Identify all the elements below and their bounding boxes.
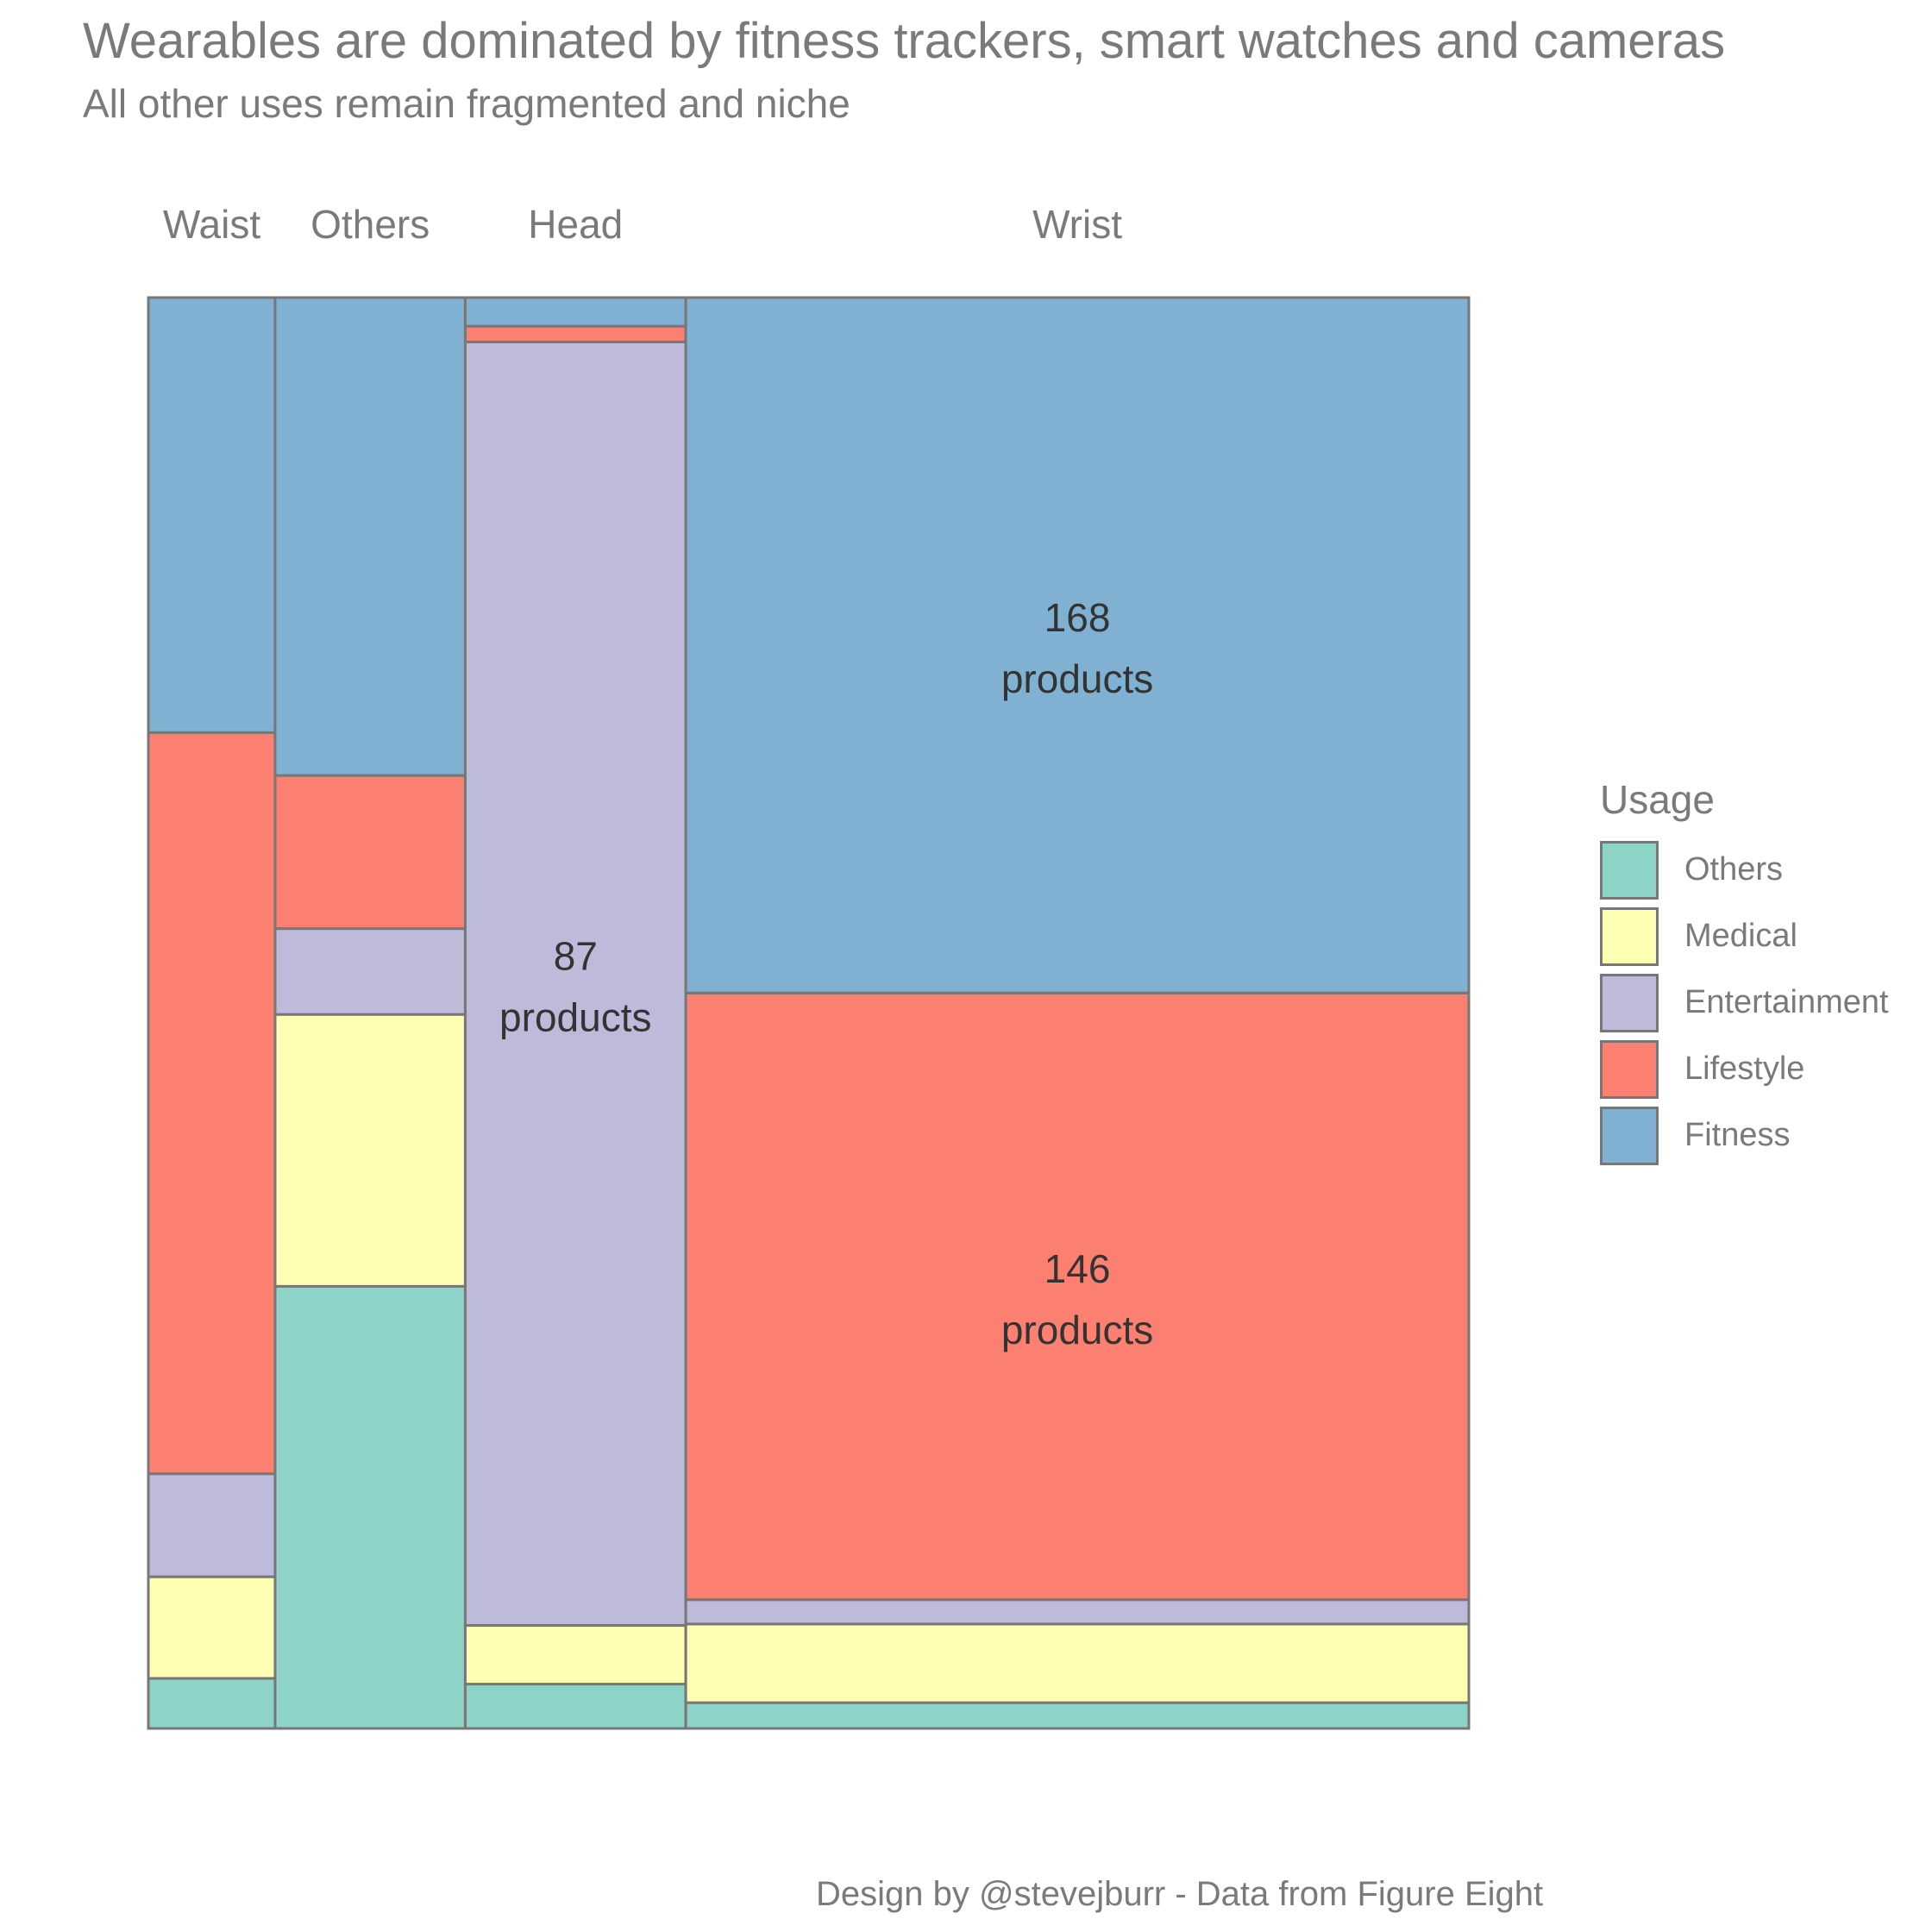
label-wrist-lifestyle-value: 146 [1044, 1246, 1111, 1291]
tile-wrist-others [684, 1701, 1471, 1730]
legend-label-medical: Medical [1684, 918, 1797, 954]
tile-head-lifestyle [463, 324, 687, 343]
legend-key-entertainment [1600, 973, 1659, 1032]
tile-wrist-lifestyle [684, 991, 1471, 1602]
chart-title: Wearables are dominated by fitness track… [83, 13, 1726, 69]
legend-key-fitness [1600, 1106, 1659, 1165]
tile-wrist-medical [684, 1622, 1471, 1704]
legend-label-others: Others [1684, 851, 1784, 888]
legend: Usage Others Medical Entertainment Lifes… [1600, 776, 1889, 1169]
legend-label-lifestyle: Lifestyle [1684, 1051, 1805, 1087]
tile-waist-medical [147, 1575, 277, 1680]
tile-head-medical [463, 1624, 687, 1686]
legend-label-fitness: Fitness [1684, 1117, 1791, 1153]
tile-others-others [273, 1284, 467, 1730]
tile-waist-fitness [147, 296, 277, 734]
label-wrist-lifestyle-unit: products [1001, 1308, 1153, 1352]
column-label-others: Others [310, 202, 430, 247]
legend-item-medical: Medical [1600, 903, 1889, 969]
legend-title: Usage [1600, 777, 1715, 822]
label-head-entertainment-unit: products [499, 994, 651, 1039]
tile-waist-lifestyle [147, 731, 277, 1476]
tile-head-fitness [463, 296, 687, 328]
label-head-entertainment-value: 87 [554, 933, 598, 978]
tile-others-fitness [273, 296, 467, 777]
chart-caption: Design by @stevejburr - Data from Figure… [816, 1875, 1544, 1913]
legend-item-entertainment: Entertainment [1600, 969, 1889, 1036]
legend-key-lifestyle [1600, 1039, 1659, 1099]
tile-head-entertainment [463, 340, 687, 1628]
column-label-waist: Waist [163, 202, 261, 247]
tile-others-medical [273, 1013, 467, 1288]
tile-wrist-entertainment [684, 1598, 1471, 1626]
chart-subtitle: All other uses remain fragmented and nic… [83, 81, 850, 126]
column-label-wrist: Wrist [1032, 202, 1122, 247]
tile-head-others [463, 1683, 687, 1730]
mosaic-labels: Waist Others Head Wrist 87 products 168 product… [163, 202, 1153, 1352]
legend-item-fitness: Fitness [1600, 1102, 1889, 1169]
tile-others-entertainment [273, 927, 467, 1016]
mosaic-tiles [147, 296, 1471, 1730]
tile-waist-others [147, 1677, 277, 1730]
tile-wrist-fitness [684, 296, 1471, 994]
tile-waist-entertainment [147, 1472, 277, 1578]
label-wrist-fitness-value: 168 [1044, 595, 1111, 640]
legend-label-entertainment: Entertainment [1684, 984, 1889, 1020]
legend-item-lifestyle: Lifestyle [1600, 1036, 1889, 1102]
legend-key-medical [1600, 906, 1659, 966]
tile-others-lifestyle [273, 774, 467, 931]
legend-key-others [1600, 840, 1659, 900]
column-label-head: Head [528, 202, 623, 247]
label-wrist-fitness-unit: products [1001, 656, 1153, 701]
legend-item-others: Others [1600, 837, 1889, 903]
